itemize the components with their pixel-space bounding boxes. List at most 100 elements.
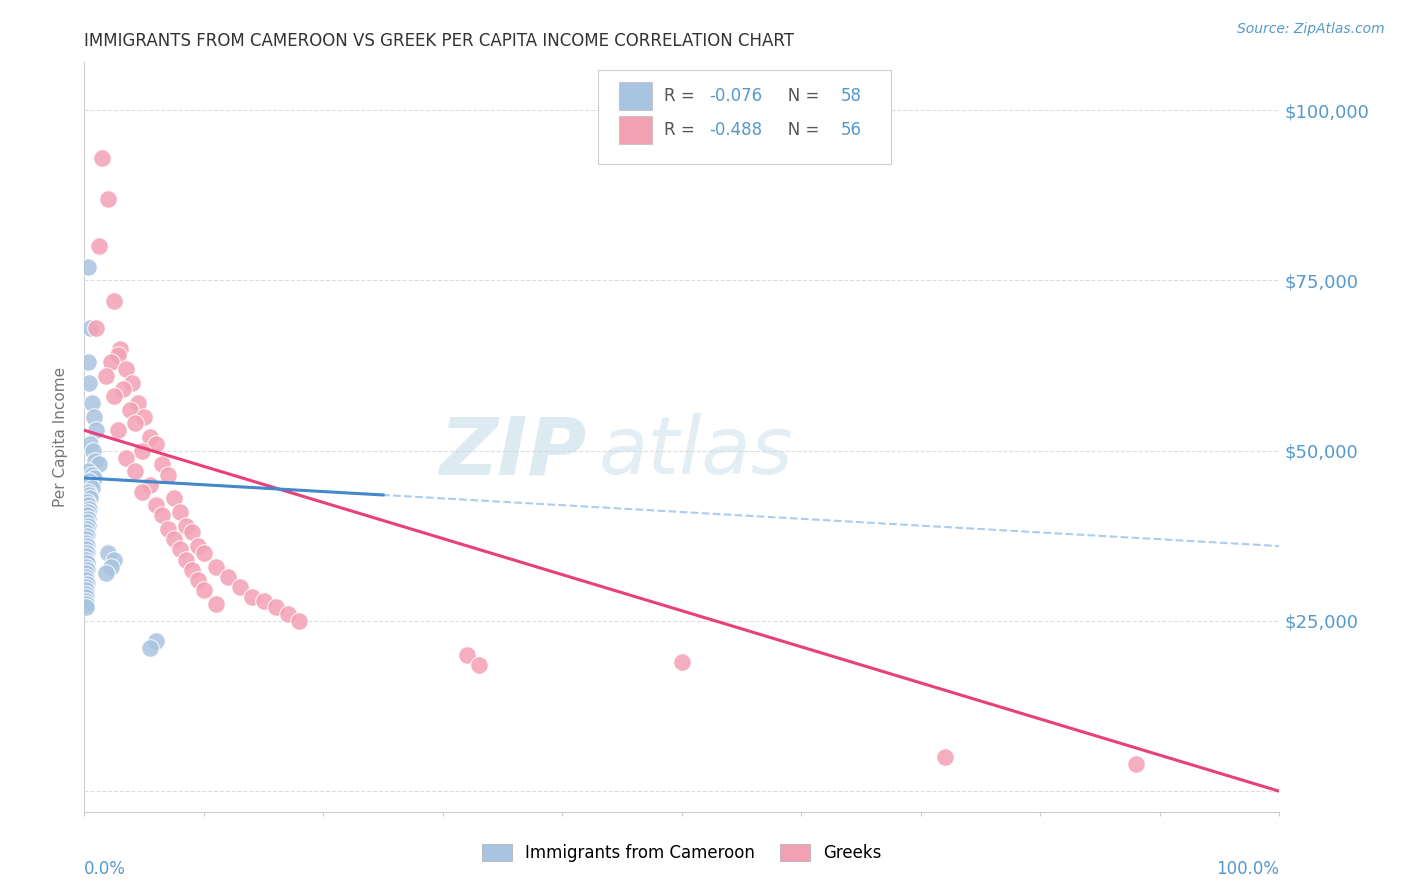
Point <box>157 522 180 536</box>
Point <box>76 556 98 570</box>
Point <box>75 597 97 611</box>
Point <box>75 549 97 564</box>
Point <box>76 508 98 523</box>
Text: R =: R = <box>664 87 700 105</box>
Point <box>77 464 100 478</box>
Point <box>76 563 98 577</box>
Point <box>77 355 100 369</box>
FancyBboxPatch shape <box>619 82 652 111</box>
Point <box>87 458 110 472</box>
Text: 56: 56 <box>841 121 862 139</box>
Point <box>205 559 228 574</box>
Point <box>77 501 100 516</box>
Text: -0.488: -0.488 <box>710 121 762 139</box>
Point <box>145 437 167 451</box>
Point <box>181 525 204 540</box>
Point <box>132 409 156 424</box>
Point <box>1125 757 1147 772</box>
Point <box>217 570 239 584</box>
Point <box>240 590 263 604</box>
Legend: Immigrants from Cameroon, Greeks: Immigrants from Cameroon, Greeks <box>474 836 890 871</box>
Point <box>94 368 117 383</box>
Point <box>75 566 97 581</box>
Point <box>468 658 491 673</box>
Point <box>77 505 100 519</box>
Point <box>145 634 167 648</box>
Text: -0.076: -0.076 <box>710 87 762 105</box>
Point <box>94 566 117 581</box>
Point <box>187 573 209 587</box>
Point <box>75 570 97 584</box>
Text: ZIP: ZIP <box>439 413 586 491</box>
Point <box>79 477 101 491</box>
Point <box>77 376 100 390</box>
Point <box>75 590 97 604</box>
Point <box>163 491 186 506</box>
Point <box>169 542 191 557</box>
Text: N =: N = <box>772 87 824 105</box>
Point <box>187 539 209 553</box>
Point <box>77 484 100 499</box>
Point <box>115 450 138 465</box>
Point <box>75 600 97 615</box>
FancyBboxPatch shape <box>599 70 891 163</box>
Point <box>79 491 101 506</box>
Point <box>934 750 956 764</box>
Point <box>86 423 108 437</box>
Point <box>75 559 97 574</box>
Point <box>76 539 98 553</box>
Point <box>75 533 97 547</box>
Point <box>75 587 97 601</box>
Point <box>75 525 97 540</box>
Point <box>75 593 97 607</box>
Point <box>86 321 108 335</box>
Text: 0.0%: 0.0% <box>84 861 127 879</box>
Point <box>75 580 97 594</box>
Point <box>80 467 103 482</box>
Point <box>174 518 197 533</box>
Point <box>91 151 114 165</box>
Point <box>77 475 100 489</box>
Point <box>100 559 122 574</box>
Text: IMMIGRANTS FROM CAMEROON VS GREEK PER CAPITA INCOME CORRELATION CHART: IMMIGRANTS FROM CAMEROON VS GREEK PER CA… <box>84 32 794 50</box>
Point <box>193 546 215 560</box>
Point <box>76 495 98 509</box>
Point <box>82 443 104 458</box>
Point <box>83 471 105 485</box>
Point <box>80 396 103 410</box>
Point <box>76 576 98 591</box>
Point <box>76 515 98 529</box>
Point <box>288 614 311 628</box>
Point <box>76 546 98 560</box>
FancyBboxPatch shape <box>619 116 652 145</box>
Point <box>229 580 252 594</box>
Point <box>77 518 100 533</box>
Text: R =: R = <box>664 121 700 139</box>
Point <box>76 522 98 536</box>
Point <box>80 481 103 495</box>
Point <box>163 533 186 547</box>
Point <box>456 648 478 662</box>
Point <box>181 563 204 577</box>
Point <box>97 546 120 560</box>
Point <box>77 498 100 512</box>
Point <box>115 362 138 376</box>
Point <box>253 593 276 607</box>
Point <box>124 464 146 478</box>
Point <box>157 467 180 482</box>
Point <box>75 583 97 598</box>
Point <box>75 542 97 557</box>
Point <box>107 423 129 437</box>
Point <box>193 583 215 598</box>
Point <box>97 192 120 206</box>
Point <box>124 417 146 431</box>
Point <box>77 512 100 526</box>
Text: Source: ZipAtlas.com: Source: ZipAtlas.com <box>1237 22 1385 37</box>
Point <box>127 396 149 410</box>
Text: N =: N = <box>772 121 824 139</box>
Point <box>75 573 97 587</box>
Point <box>121 376 143 390</box>
Point <box>103 552 125 566</box>
Point <box>77 488 100 502</box>
Point <box>205 597 228 611</box>
